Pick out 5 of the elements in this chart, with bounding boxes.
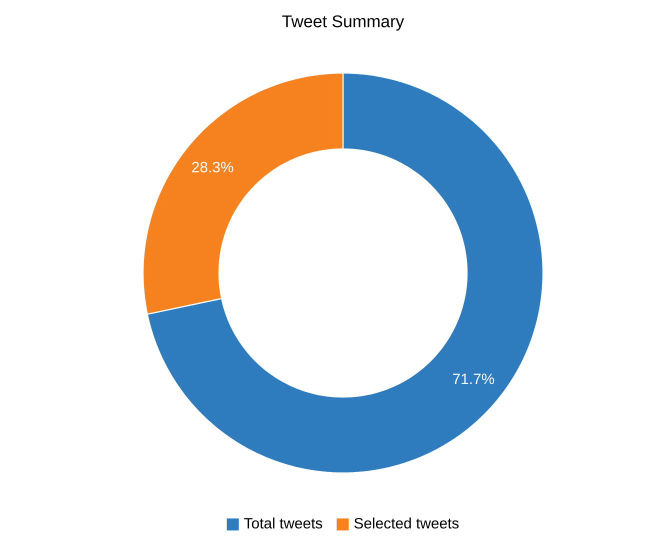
chart-title: Tweet Summary bbox=[282, 15, 404, 31]
legend-label: Total tweets bbox=[244, 518, 322, 529]
legend-label: Selected tweets bbox=[354, 518, 459, 529]
data-label: 71.7% bbox=[453, 374, 494, 384]
data-label: 28.3% bbox=[192, 162, 234, 172]
